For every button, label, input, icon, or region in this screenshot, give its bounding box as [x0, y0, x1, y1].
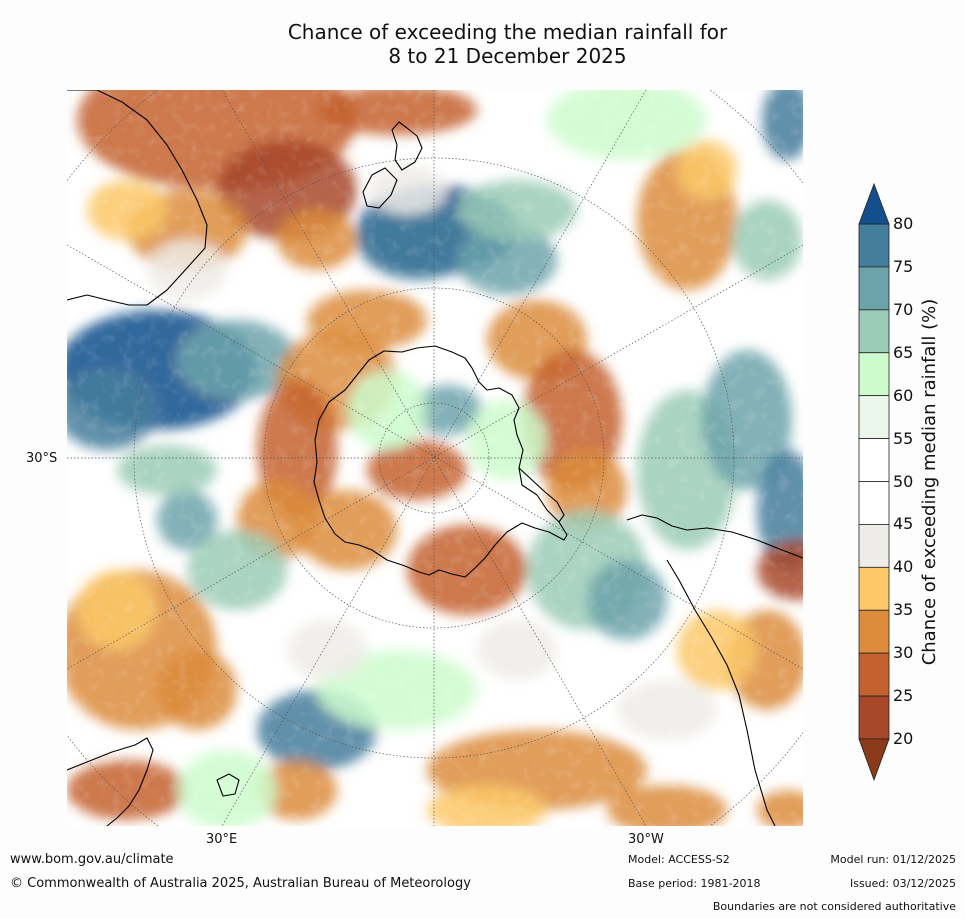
colorbar-tick-label: 70	[893, 299, 914, 319]
rainfall-map	[67, 90, 803, 826]
colorbar-tick-label: 40	[893, 557, 914, 577]
colorbar-tick-label: 75	[893, 256, 914, 276]
new-zealand-north-coastline	[391, 121, 423, 171]
colorbar-segment	[858, 481, 890, 525]
map-canvas	[67, 90, 803, 826]
colorbar-segment	[858, 652, 890, 697]
colorbar-segment	[858, 395, 890, 439]
colorbar	[858, 182, 890, 782]
graticule	[67, 90, 803, 826]
meridian-150	[221, 90, 647, 826]
title-line-1: Chance of exceeding the median rainfall …	[287, 20, 728, 44]
tasmania-coastline	[216, 773, 240, 797]
colorbar-tick-label: 20	[893, 729, 914, 748]
footer-issued: Issued: 03/12/2025	[849, 877, 956, 890]
footer-model: Model: ACCESS-S2	[628, 853, 730, 866]
colorbar-tick-label: 35	[893, 600, 914, 620]
colorbar-segment	[858, 352, 890, 397]
footer-url[interactable]: www.bom.gov.au/climate	[10, 852, 174, 867]
title-line-2: 8 to 21 December 2025	[388, 44, 627, 68]
colorbar-tick-label: 80	[893, 214, 914, 233]
colorbar-min-arrow	[858, 738, 890, 782]
colorbar-segment	[858, 438, 890, 482]
lat-label-30s: 30°S	[26, 451, 58, 466]
colorbar-title: Chance of exceeding median rainfall (%)	[919, 298, 940, 666]
colorbar-tick-label: 55	[893, 428, 914, 448]
colorbar-tick-label: 65	[893, 342, 914, 362]
new-zealand-south-coastline	[362, 167, 398, 209]
colorbar-segment	[858, 309, 890, 354]
lon-label-30e: 30°E	[206, 832, 238, 847]
africa-coastline	[67, 90, 208, 306]
footer-disclaimer: Boundaries are not considered authoritat…	[712, 900, 956, 913]
colorbar-tick-label: 50	[893, 471, 914, 491]
south-america-coastline	[626, 514, 803, 559]
colorbar-max-arrow	[858, 182, 890, 225]
australia-coastline	[67, 737, 154, 826]
footer-base-period: Base period: 1981-2018	[628, 877, 761, 890]
colorbar-segment	[858, 524, 890, 568]
colorbar-segment	[858, 223, 890, 268]
colorbar-tick-label: 30	[893, 643, 914, 663]
colorbar-tick-label: 60	[893, 385, 914, 405]
colorbar-segments	[858, 223, 890, 740]
colorbar-segment	[858, 609, 890, 654]
antarctica-coastline	[313, 345, 568, 578]
meridian-120	[67, 244, 803, 670]
map-title: Chance of exceeding the median rainfall …	[0, 20, 965, 68]
colorbar-segment	[858, 266, 890, 311]
lon-label-30w: 30°W	[628, 832, 664, 847]
colorbar-tick-label: 25	[893, 686, 914, 706]
footer-model-run: Model run: 01/12/2025	[830, 853, 956, 866]
colorbar-tick-label: 45	[893, 514, 914, 534]
antarctic-peninsula	[518, 467, 565, 523]
footer-copyright: © Commonwealth of Australia 2025, Austra…	[10, 876, 471, 891]
colorbar-segment	[858, 695, 890, 740]
south-america-east-coastline	[666, 559, 776, 826]
coastlines	[67, 90, 803, 826]
colorbar-segment	[858, 566, 890, 611]
